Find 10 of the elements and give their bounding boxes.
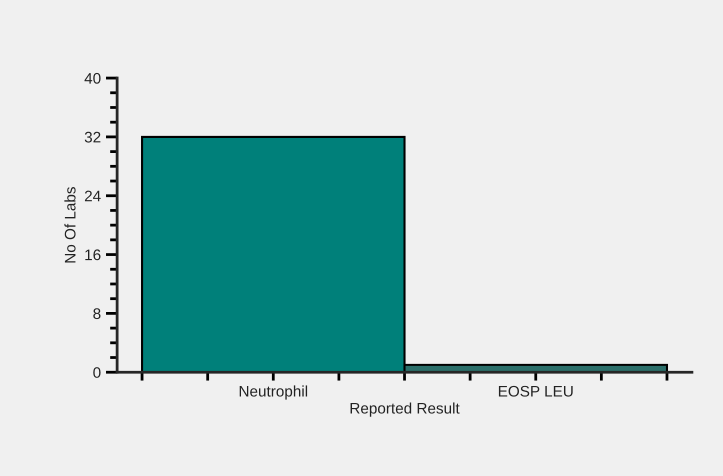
y-tick-label: 32 [84,132,100,143]
y-tick-label: 8 [93,308,100,320]
x-axis-title: Reported Result [350,402,460,417]
y-axis-title: No Of Labs [64,187,76,263]
x-tick-label: EOSP LEU [498,386,573,397]
x-tick-label: Neutrophil [240,385,308,400]
y-tick-label: 24 [84,190,101,202]
y-tick-label: 40 [84,72,101,84]
y-tick-label: 16 [85,249,100,260]
y-tick-label: 0 [93,367,101,378]
